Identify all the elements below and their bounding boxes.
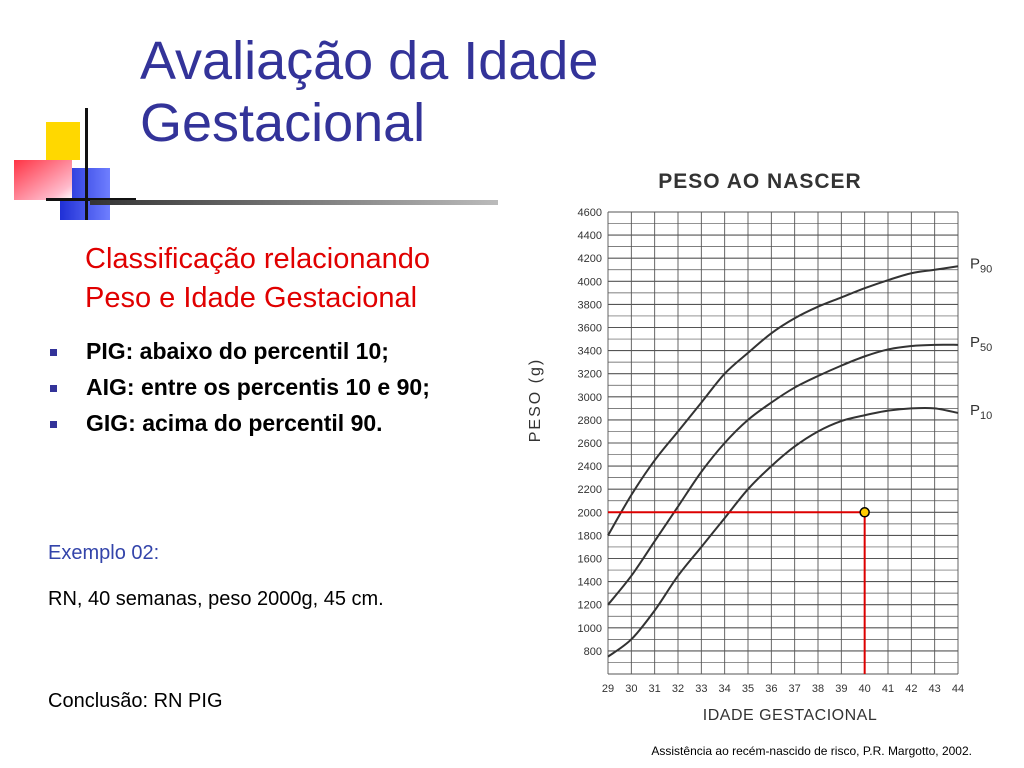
- y-tick-label: 2200: [578, 484, 602, 496]
- slide-subtitle: Classificação relacionando Peso e Idade …: [85, 240, 430, 318]
- x-tick-label: 41: [882, 683, 894, 695]
- y-tick-label: 4000: [578, 276, 602, 288]
- y-tick-label: 1600: [578, 554, 602, 566]
- chart-example-marker: [608, 507, 870, 674]
- x-tick-label: 32: [672, 683, 684, 695]
- x-tick-label: 31: [649, 683, 661, 695]
- curve-label-subscript: 50: [980, 342, 992, 354]
- y-tick-label: 1800: [578, 530, 602, 542]
- x-tick-label: 39: [835, 683, 847, 695]
- slide-subtitle-line-2: Peso e Idade Gestacional: [85, 282, 418, 314]
- series-line-p90: [607, 265, 959, 536]
- x-tick-label: 43: [929, 683, 941, 695]
- chart-x-axis-label: IDADE GESTACIONAL: [703, 707, 877, 724]
- curve-label-subscript: 90: [980, 263, 992, 275]
- bullet-gig: GIG: acima do percentil 90.: [50, 410, 500, 437]
- x-tick-label: 33: [695, 683, 707, 695]
- x-tick-label: 29: [602, 683, 614, 695]
- y-tick-label: 3800: [578, 299, 602, 311]
- slide-title-line-2: Gestacional: [140, 93, 426, 153]
- x-tick-label: 37: [789, 683, 801, 695]
- y-tick-label: 2400: [578, 461, 602, 473]
- bullet-pig: PIG: abaixo do percentil 10;: [50, 338, 500, 365]
- series-line-p50: [607, 343, 959, 606]
- y-tick-label: 4400: [578, 230, 602, 242]
- y-tick-label: 1200: [578, 600, 602, 612]
- y-tick-label: 800: [584, 646, 602, 658]
- y-tick-label: 1000: [578, 623, 602, 635]
- deco-horizontal-line: [46, 198, 136, 201]
- y-tick-label: 2800: [578, 415, 602, 427]
- y-tick-label: 3000: [578, 392, 602, 404]
- conclusion-text: Conclusão: RN PIG: [48, 690, 223, 712]
- deco-red-gradient-bar: [14, 160, 72, 200]
- x-tick-label: 42: [905, 683, 917, 695]
- x-tick-label: 36: [765, 683, 777, 695]
- bullet-aig: AIG: entre os percentis 10 e 90;: [50, 374, 500, 401]
- source-credit: Assistência ao recém-nascido de risco, P…: [651, 744, 972, 758]
- example-label: Exemplo 02:: [48, 542, 160, 564]
- y-tick-label: 4200: [578, 253, 602, 265]
- title-underline: [90, 200, 498, 205]
- x-tick-label: 38: [812, 683, 824, 695]
- x-tick-label: 44: [952, 683, 964, 695]
- curve-label-subscript: 10: [980, 410, 992, 422]
- classification-list: PIG: abaixo do percentil 10; AIG: entre …: [50, 338, 500, 446]
- curve-label-p10: P10: [970, 402, 992, 422]
- chart-title: PESO AO NASCER: [658, 170, 861, 193]
- curve-label-p50: P50: [970, 334, 992, 354]
- marker-point: [859, 507, 870, 518]
- y-tick-label: 2000: [578, 507, 602, 519]
- chart-series: [607, 265, 959, 658]
- x-tick-label: 30: [625, 683, 637, 695]
- slide-title-line-1: Avaliação da Idade: [140, 31, 599, 91]
- slide-title: Avaliação da Idade Gestacional: [140, 30, 598, 154]
- slide-subtitle-line-1: Classificação relacionando: [85, 243, 430, 275]
- chart-y-axis-label: PESO (g): [527, 358, 544, 442]
- example-text: RN, 40 semanas, peso 2000g, 45 cm.: [48, 588, 384, 610]
- y-tick-label: 2600: [578, 438, 602, 450]
- x-tick-label: 34: [719, 683, 731, 695]
- y-tick-label: 3400: [578, 346, 602, 358]
- chart-tick-labels: 800 1000 1200 1400 1600 1800 2000 2200 2400 2600 2…: [578, 207, 965, 695]
- deco-yellow-square: [46, 122, 80, 160]
- y-tick-label: 3600: [578, 323, 602, 335]
- y-tick-label: 3200: [578, 369, 602, 381]
- x-tick-label: 40: [859, 683, 871, 695]
- x-tick-label: 35: [742, 683, 754, 695]
- chart-grid: [607, 211, 959, 675]
- y-tick-label: 1400: [578, 577, 602, 589]
- chart-curve-labels: P90 P50 P10: [970, 255, 992, 422]
- y-tick-label: 4600: [578, 207, 602, 219]
- curve-label-p90: P90: [970, 255, 992, 275]
- series-line-p10: [607, 406, 959, 658]
- deco-vertical-line: [85, 108, 88, 220]
